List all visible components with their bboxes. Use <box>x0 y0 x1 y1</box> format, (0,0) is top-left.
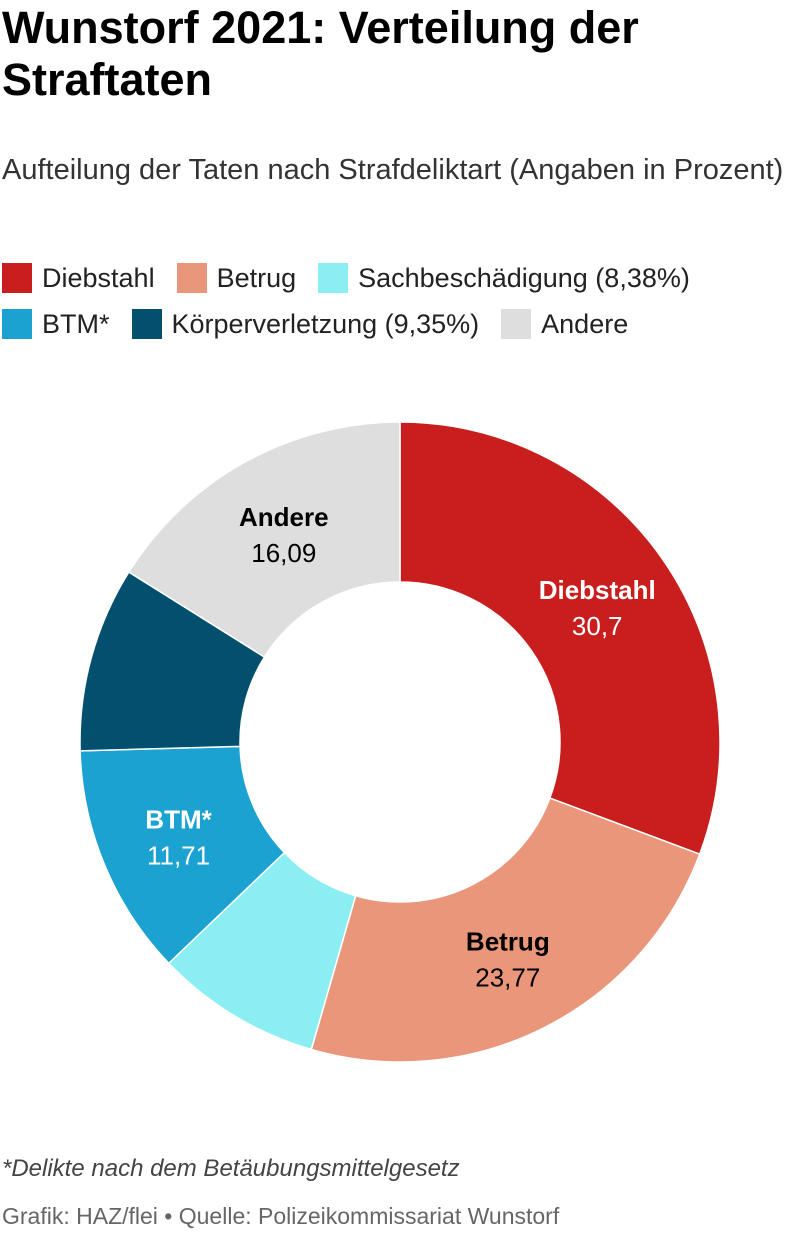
slice-label: Diebstahl 30,7 <box>539 575 656 641</box>
slice-value: 11,71 <box>147 840 210 870</box>
slice-label: Betrug 23,77 <box>466 926 550 992</box>
legend-swatch <box>131 309 162 339</box>
source-credit: Grafik: HAZ/flei • Quelle: Polizeikommis… <box>2 1203 560 1229</box>
donut-slice <box>127 421 401 659</box>
slice-value: 16,09 <box>251 538 316 568</box>
slice-label: BTM* 11,71 <box>145 804 212 870</box>
slice-name: Andere <box>239 502 329 532</box>
legend-swatch <box>2 309 32 339</box>
legend-item: Sachbeschädigung (8,38%) <box>318 262 690 294</box>
legend-label: Körperverletzung (9,35%) <box>171 308 480 339</box>
footnote: *Delikte nach dem Betäubungsmittelgesetz <box>2 1155 460 1182</box>
legend: Diebstahl Betrug Sachbeschädigung (8,38%) B… <box>2 262 792 340</box>
legend-label: Betrug <box>216 262 297 293</box>
slice-value: 23,77 <box>475 962 540 992</box>
legend-item: Diebstahl <box>2 262 155 294</box>
donut-slice <box>399 421 721 856</box>
legend-item: BTM* <box>2 308 110 340</box>
legend-swatch <box>2 263 32 293</box>
slice-name: BTM* <box>145 804 212 834</box>
legend-item: Betrug <box>176 262 297 294</box>
legend-label: Diebstahl <box>42 262 155 293</box>
legend-item: Andere <box>501 308 628 340</box>
legend-swatch <box>318 263 349 293</box>
legend-item: Körperverletzung (9,35%) <box>131 308 480 340</box>
legend-label: Andere <box>541 308 629 339</box>
slice-label: Andere 16,09 <box>239 502 329 568</box>
slice-name: Diebstahl <box>539 575 656 605</box>
slice-value: 30,7 <box>572 611 623 641</box>
chart-title: Wunstorf 2021: Verteilung der Straftaten <box>2 2 639 105</box>
donut-chart: Diebstahl 30,7 Betrug 23,77 BTM* 11,71 Andere 1… <box>79 421 721 1063</box>
legend-label: BTM* <box>42 308 110 339</box>
donut-slice <box>310 797 701 1063</box>
slice-name: Betrug <box>466 926 550 956</box>
legend-swatch <box>176 263 207 293</box>
legend-label: Sachbeschädigung (8,38%) <box>358 262 690 293</box>
chart-subtitle: Aufteilung der Taten nach Strafdeliktart… <box>2 154 784 186</box>
legend-swatch <box>501 309 532 339</box>
